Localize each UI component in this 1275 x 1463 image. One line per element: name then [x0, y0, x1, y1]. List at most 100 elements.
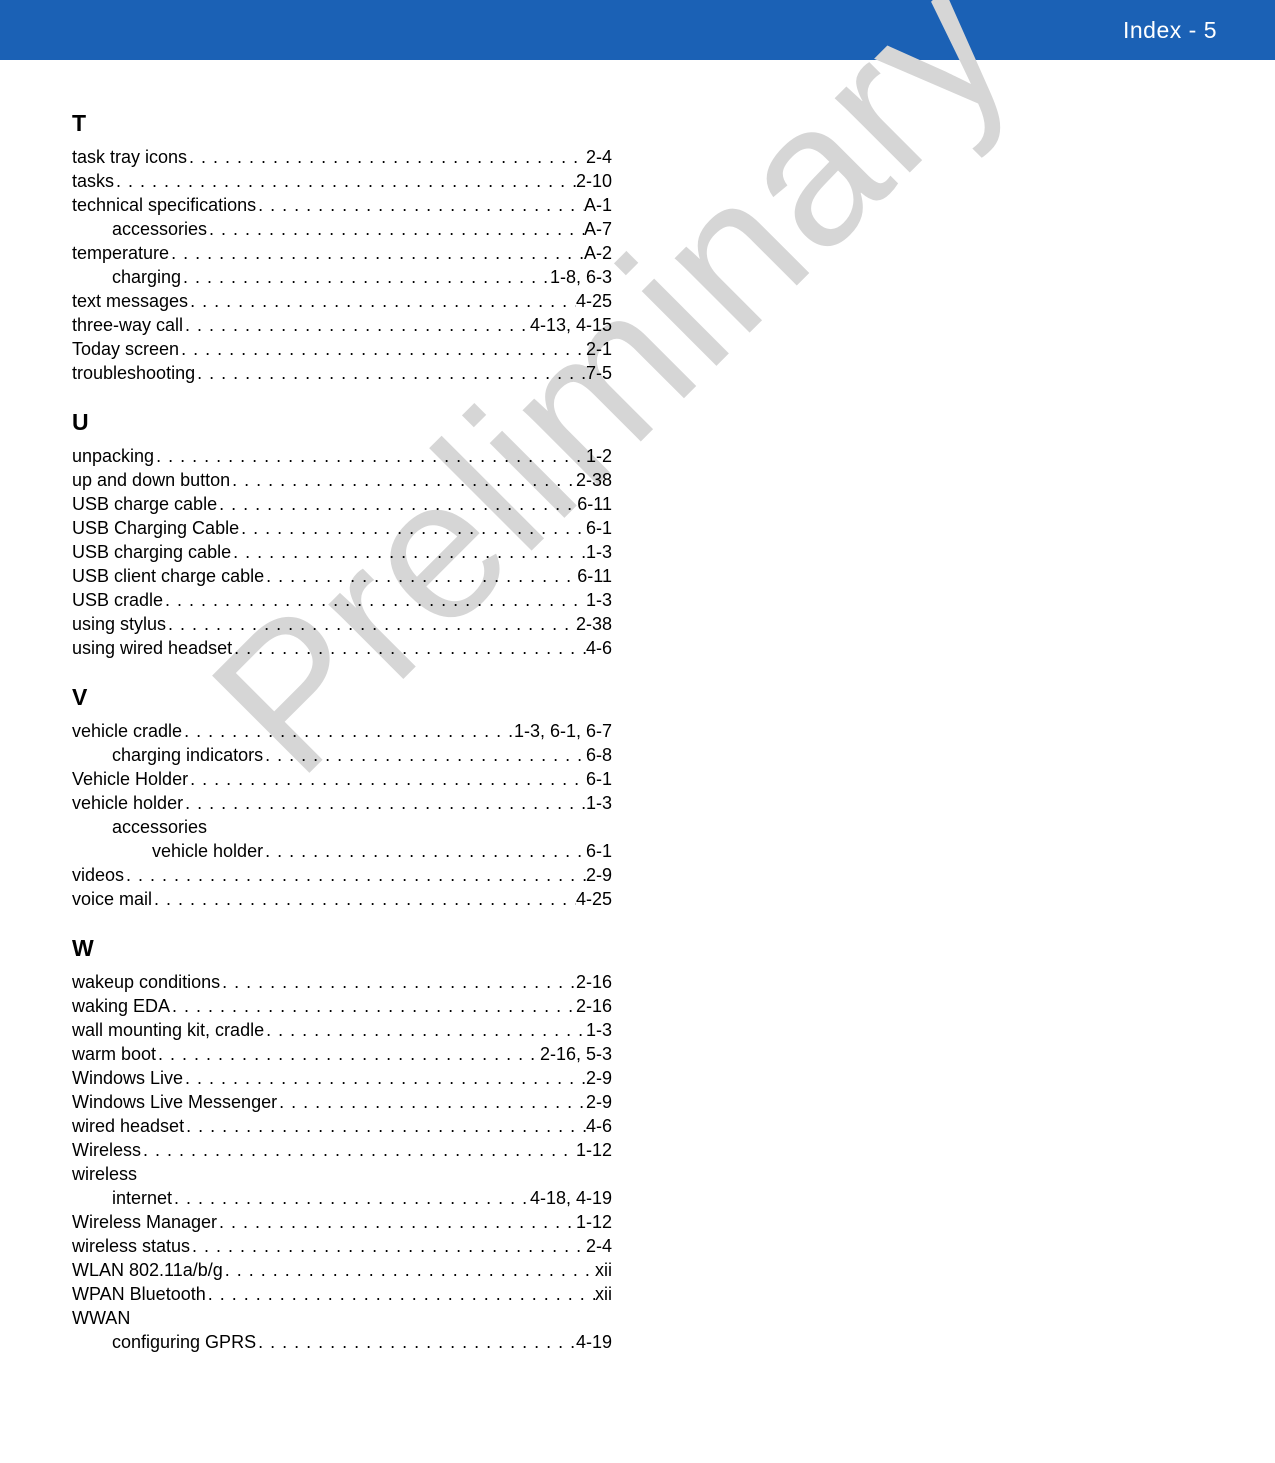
- entry-page: 1-8, 6-3: [550, 265, 612, 289]
- entry-dots: [141, 1138, 576, 1162]
- entry-term: Vehicle Holder: [72, 767, 188, 791]
- index-entry: Wireless 1-12: [72, 1138, 612, 1162]
- entry-dots: [239, 516, 586, 540]
- entry-term: wireless status: [72, 1234, 190, 1258]
- entry-dots: [184, 1114, 586, 1138]
- index-entry: wireless status 2-4: [72, 1234, 612, 1258]
- index-entry: voice mail 4-25: [72, 887, 612, 911]
- entry-dots: [169, 241, 584, 265]
- entry-term: USB charging cable: [72, 540, 231, 564]
- entry-page: A-7: [584, 217, 612, 241]
- index-entry: Windows Live 2-9: [72, 1066, 612, 1090]
- entry-term: USB charge cable: [72, 492, 217, 516]
- entry-page: 6-11: [577, 564, 612, 588]
- index-entry: WWAN: [72, 1306, 612, 1330]
- entry-dots: [114, 169, 576, 193]
- entry-dots: [156, 1042, 540, 1066]
- entry-dots: [231, 540, 586, 564]
- entry-dots: [277, 1090, 586, 1114]
- section-letter: V: [72, 684, 612, 711]
- entry-term: accessories: [112, 815, 207, 839]
- index-entry: WLAN 802.11a/b/g xii: [72, 1258, 612, 1282]
- entry-dots: [223, 1258, 595, 1282]
- index-entry: Windows Live Messenger 2-9: [72, 1090, 612, 1114]
- index-entry: using stylus 2-38: [72, 612, 612, 636]
- entry-term: Wireless Manager: [72, 1210, 217, 1234]
- entry-page: 2-1: [586, 337, 612, 361]
- page-header: Index - 5: [0, 0, 1275, 60]
- entry-term: tasks: [72, 169, 114, 193]
- index-entry: text messages 4-25: [72, 289, 612, 313]
- entry-dots: [232, 636, 586, 660]
- index-entry: accessories A-7: [72, 217, 612, 241]
- index-entry: tasks 2-10: [72, 169, 612, 193]
- index-entry: Wireless Manager 1-12: [72, 1210, 612, 1234]
- entry-dots: [154, 444, 586, 468]
- entry-page: 4-6: [586, 1114, 612, 1138]
- entry-dots: [217, 492, 577, 516]
- index-entry: USB Charging Cable 6-1: [72, 516, 612, 540]
- entry-term: wakeup conditions: [72, 970, 220, 994]
- index-entry: Today screen 2-1: [72, 337, 612, 361]
- index-entry: three-way call 4-13, 4-15: [72, 313, 612, 337]
- entry-term: using stylus: [72, 612, 166, 636]
- entry-term: charging indicators: [112, 743, 263, 767]
- entry-page: 4-19: [576, 1330, 612, 1354]
- header-title: Index - 5: [1123, 17, 1217, 44]
- entry-page: 4-18, 4-19: [530, 1186, 612, 1210]
- entry-page: 6-1: [586, 839, 612, 863]
- index-entry: Vehicle Holder 6-1: [72, 767, 612, 791]
- entry-dots: [172, 1186, 530, 1210]
- entry-page: 1-12: [576, 1210, 612, 1234]
- entry-page: 1-3: [586, 1018, 612, 1042]
- entry-dots: [183, 1066, 586, 1090]
- entry-term: three-way call: [72, 313, 183, 337]
- entry-dots: [188, 289, 576, 313]
- section-letter: W: [72, 935, 612, 962]
- page-container: Index - 5 Preliminary Ttask tray icons 2…: [0, 0, 1275, 1394]
- entry-page: 4-25: [576, 887, 612, 911]
- entry-term: internet: [112, 1186, 172, 1210]
- entry-page: 2-4: [586, 145, 612, 169]
- index-entry: unpacking 1-2: [72, 444, 612, 468]
- entry-dots: [170, 994, 576, 1018]
- entry-dots: [264, 564, 577, 588]
- entry-dots: [190, 1234, 586, 1258]
- entry-page: A-2: [584, 241, 612, 265]
- index-entry: using wired headset 4-6: [72, 636, 612, 660]
- entry-dots: [256, 193, 584, 217]
- entry-page: 7-5: [586, 361, 612, 385]
- entry-dots: [195, 361, 586, 385]
- entry-term: up and down button: [72, 468, 230, 492]
- entry-page: 2-16, 5-3: [540, 1042, 612, 1066]
- entry-page: 4-6: [586, 636, 612, 660]
- entry-term: Today screen: [72, 337, 179, 361]
- entry-term: WPAN Bluetooth: [72, 1282, 206, 1306]
- entry-dots: [187, 145, 586, 169]
- entry-page: 1-3: [586, 588, 612, 612]
- index-entry: vehicle holder 1-3: [72, 791, 612, 815]
- entry-term: vehicle cradle: [72, 719, 182, 743]
- index-entry: USB client charge cable 6-11: [72, 564, 612, 588]
- entry-term: voice mail: [72, 887, 152, 911]
- entry-page: 2-38: [576, 612, 612, 636]
- entry-page: 2-16: [576, 994, 612, 1018]
- entry-term: waking EDA: [72, 994, 170, 1018]
- entry-term: wall mounting kit, cradle: [72, 1018, 264, 1042]
- index-entry: troubleshooting 7-5: [72, 361, 612, 385]
- entry-page: 1-2: [586, 444, 612, 468]
- index-entry: temperature A-2: [72, 241, 612, 265]
- index-entry: WPAN Bluetooth xii: [72, 1282, 612, 1306]
- entry-page: 1-12: [576, 1138, 612, 1162]
- section-letter: U: [72, 409, 612, 436]
- entry-term: text messages: [72, 289, 188, 313]
- entry-term: vehicle holder: [72, 791, 183, 815]
- entry-dots: [179, 337, 586, 361]
- index-entry: vehicle holder 6-1: [72, 839, 612, 863]
- entry-page: 1-3, 6-1, 6-7: [514, 719, 612, 743]
- index-entry: configuring GPRS 4-19: [72, 1330, 612, 1354]
- entry-term: charging: [112, 265, 181, 289]
- index-entry: charging 1-8, 6-3: [72, 265, 612, 289]
- entry-dots: [206, 1282, 595, 1306]
- entry-term: USB Charging Cable: [72, 516, 239, 540]
